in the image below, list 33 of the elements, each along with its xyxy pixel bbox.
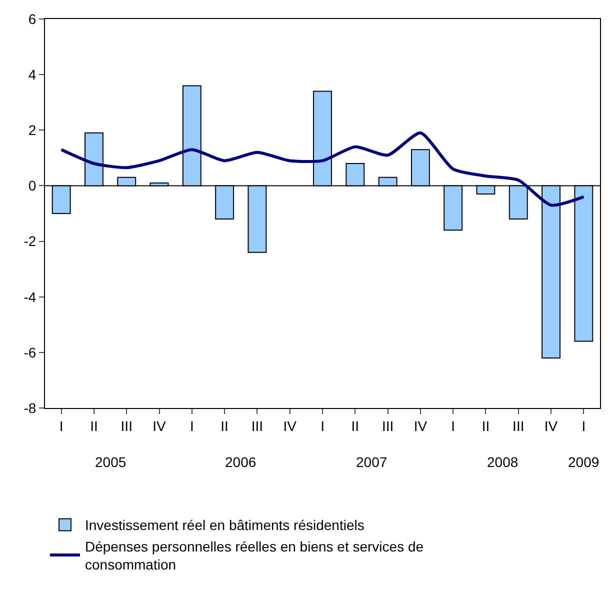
y-tick-label: 6: [28, 10, 36, 27]
x-tick-label: III: [382, 418, 394, 434]
x-tick-label: III: [120, 418, 132, 434]
x-tick-label: II: [220, 418, 228, 434]
x-tick-label: III: [251, 418, 264, 434]
x-tick-label: I: [451, 418, 456, 434]
text: 2006: [225, 454, 256, 470]
x-tick-label: II: [351, 418, 360, 434]
x-tick-label: IV: [283, 418, 298, 434]
x-tick-label: I: [320, 418, 324, 434]
x-tick-label: IV: [414, 418, 428, 434]
x-tick-label: IV: [152, 418, 167, 434]
x-tick-label: III: [512, 418, 524, 434]
x-tick-label: I: [59, 418, 64, 434]
y-tick-label: 0: [28, 178, 36, 194]
y-tick-label: -6: [24, 344, 36, 360]
text: 2009: [568, 454, 600, 470]
x-tick-label: IV: [544, 418, 558, 434]
x-tick-label: II: [482, 418, 490, 434]
line-series: [60, 131, 586, 207]
text: 2008: [487, 454, 518, 470]
y-tick-label: -4: [24, 288, 36, 305]
legend-label: Investissement réel en bâtiments résidentiels: [85, 517, 364, 534]
y-tick-label: -8: [24, 400, 36, 416]
y-tick-label: 4: [28, 66, 36, 82]
y-tick-label: 2: [28, 122, 36, 138]
x-tick-label: I: [582, 418, 586, 434]
x-tick-label: II: [90, 418, 98, 434]
legend-label: Dépenses personnelles réelles en biens et services de consommation: [85, 538, 424, 573]
text: 2005: [95, 454, 126, 470]
y-tick-label: -2: [24, 233, 36, 250]
x-tick-label: I: [190, 418, 194, 434]
text: 2007: [356, 454, 388, 470]
